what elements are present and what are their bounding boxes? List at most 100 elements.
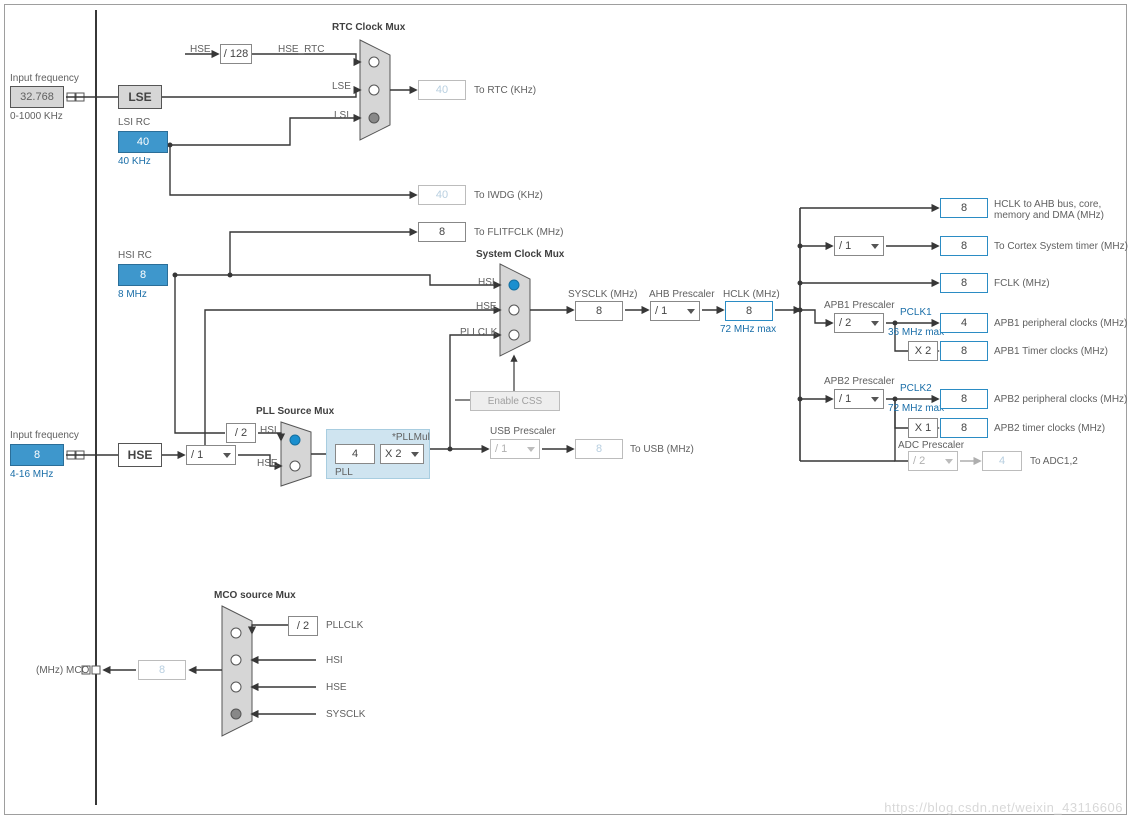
mco-lbl: (MHz) MCO <box>36 665 89 676</box>
input-freq-bot-label: Input frequency <box>10 430 79 441</box>
mco-val: 8 <box>138 660 186 680</box>
adc-select[interactable]: / 2 <box>908 451 958 471</box>
hsi-label: HSI RC <box>118 250 152 261</box>
sysclk-lbl: SYSCLK (MHz) <box>568 289 637 300</box>
rtc-hse-lbl: HSE <box>190 44 211 55</box>
apb1-mul: X 2 <box>908 341 938 361</box>
input-freq-top[interactable]: 32.768 <box>10 86 64 108</box>
flitf-lbl: To FLITFCLK (MHz) <box>474 227 563 238</box>
diagram-frame <box>4 4 1127 815</box>
pclk2-val: 8 <box>940 389 988 409</box>
usb-out-lbl: To USB (MHz) <box>630 444 694 455</box>
mco-hsi: HSI <box>326 655 343 666</box>
rtc-lse-lbl: LSE <box>332 81 351 92</box>
input-freq-top-range: 0-1000 KHz <box>10 111 63 122</box>
hclk-ahb-lbl: HCLK to AHB bus, core, memory and DMA (M… <box>994 199 1124 221</box>
sysmux-hse: HSE <box>476 301 497 312</box>
ahb-sel-val: / 1 <box>655 305 667 317</box>
rtc-out-lbl: To RTC (KHz) <box>474 85 536 96</box>
rtc-div128: / 128 <box>220 44 252 64</box>
pclk2-out: APB2 peripheral clocks (MHz) <box>994 394 1127 405</box>
apb2-mul: X 1 <box>908 418 938 438</box>
pll-pre-select[interactable]: / 1 <box>186 445 236 465</box>
mco-div2: / 2 <box>288 616 318 636</box>
pll-title: PLL Source Mux <box>256 406 334 417</box>
adc-out: To ADC1,2 <box>1030 456 1078 467</box>
apb2-tim-val: 8 <box>940 418 988 438</box>
adc-sel-val: / 2 <box>913 455 925 467</box>
fclk-val: 8 <box>940 273 988 293</box>
ahb-select[interactable]: / 1 <box>650 301 700 321</box>
sysmux-title: System Clock Mux <box>476 249 564 260</box>
enable-css-button[interactable]: Enable CSS <box>470 391 560 411</box>
apb2-sel-val: / 1 <box>839 393 851 405</box>
input-freq-top-label: Input frequency <box>10 73 79 84</box>
lsi-block[interactable]: 40 <box>118 131 168 153</box>
adc-val: 4 <box>982 451 1022 471</box>
pll-div2: / 2 <box>226 423 256 443</box>
hsi-val: 8 <box>140 269 146 281</box>
hclk-note: 72 MHz max <box>720 324 776 335</box>
apb1-tim-out: APB1 Timer clocks (MHz) <box>994 346 1108 357</box>
pllmul-lbl: *PLLMul <box>392 432 430 443</box>
cortex-lbl: To Cortex System timer (MHz) <box>994 241 1128 252</box>
hse-block[interactable]: HSE <box>118 443 162 467</box>
apb1-select[interactable]: / 2 <box>834 313 884 333</box>
sysmux-pllclk: PLLCLK <box>460 327 497 338</box>
pclk1-val: 4 <box>940 313 988 333</box>
apb2-select[interactable]: / 1 <box>834 389 884 409</box>
hclk-lbl: HCLK (MHz) <box>723 289 780 300</box>
pclk1-lbl: PCLK1 <box>900 307 932 318</box>
cortex-val: 8 <box>940 236 988 256</box>
flitf-val: 8 <box>418 222 466 242</box>
cortex-sel-val: / 1 <box>839 240 851 252</box>
lse-block[interactable]: LSE <box>118 85 162 109</box>
pll-val: 4 <box>335 444 375 464</box>
pllmul-val: X 2 <box>385 448 402 460</box>
iwdg-lbl: To IWDG (KHz) <box>474 190 543 201</box>
fclk-lbl: FCLK (MHz) <box>994 278 1050 289</box>
rtc-out-val: 40 <box>418 80 466 100</box>
adc-title: ADC Prescaler <box>898 440 964 451</box>
apb2-tim-out: APB2 timer clocks (MHz) <box>994 423 1105 434</box>
hsi-note: 8 MHz <box>118 289 147 300</box>
apb1-sel-val: / 2 <box>839 317 851 329</box>
usb-val: 8 <box>575 439 623 459</box>
pclk2-lbl: PCLK2 <box>900 383 932 394</box>
usb-select[interactable]: / 1 <box>490 439 540 459</box>
usb-sel-val: / 1 <box>495 443 507 455</box>
pclk2-note: 72 MHz max <box>888 403 944 414</box>
pllmul-select[interactable]: X 2 <box>380 444 424 464</box>
pclk1-note: 36 MHz max <box>888 327 944 338</box>
rtc-lsi-lbl: LSI <box>334 110 349 121</box>
ahb-lbl: AHB Prescaler <box>649 289 715 300</box>
input-freq-bot[interactable]: 8 <box>10 444 64 466</box>
input-freq-bot-val: 8 <box>34 449 40 461</box>
hsi-block[interactable]: 8 <box>118 264 168 286</box>
hclk-ahb-val: 8 <box>940 198 988 218</box>
mco-title: MCO source Mux <box>214 590 296 601</box>
input-freq-bot-range: 4-16 MHz <box>10 469 53 480</box>
mco-hse: HSE <box>326 682 347 693</box>
lsi-val: 40 <box>137 136 149 148</box>
pll-hsi-lbl: HSI <box>260 425 277 436</box>
pclk1-out: APB1 peripheral clocks (MHz) <box>994 318 1127 329</box>
input-freq-top-val: 32.768 <box>20 91 54 103</box>
cortex-select[interactable]: / 1 <box>834 236 884 256</box>
lsi-note: 40 KHz <box>118 156 151 167</box>
watermark: https://blog.csdn.net/weixin_43116606 <box>884 800 1123 815</box>
sysclk-val: 8 <box>575 301 623 321</box>
rtc-title: RTC Clock Mux <box>332 22 405 33</box>
pll-pre-val: / 1 <box>191 449 203 461</box>
apb1-title: APB1 Prescaler <box>824 300 895 311</box>
hclk-val: 8 <box>725 301 773 321</box>
mco-pllclk: PLLCLK <box>326 620 363 631</box>
sysmux-hsi: HSI <box>478 277 495 288</box>
pll-hse-lbl: HSE <box>257 458 278 469</box>
pll-name: PLL <box>335 467 353 478</box>
usb-lbl: USB Prescaler <box>490 426 556 437</box>
mco-sysclk: SYSCLK <box>326 709 365 720</box>
iwdg-val: 40 <box>418 185 466 205</box>
rtc-hse-rtc: HSE_RTC <box>278 44 325 55</box>
apb2-title: APB2 Prescaler <box>824 376 895 387</box>
